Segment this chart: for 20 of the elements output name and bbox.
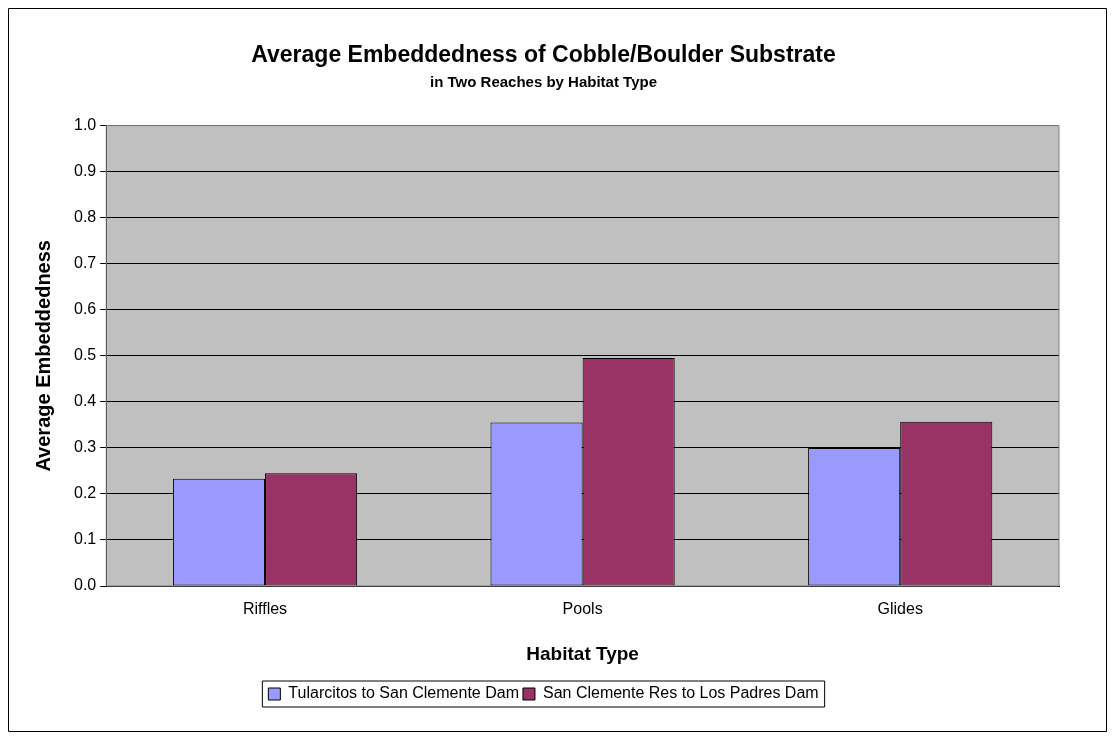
y-tick-label: 1.0	[73, 116, 97, 134]
y-tick-label: 0.2	[73, 484, 97, 502]
y-tick-label: 0.6	[73, 300, 97, 318]
x-axis-title: Habitat Type	[526, 642, 639, 664]
chart-subtitle: in Two Reaches by Habitat Type	[430, 72, 657, 90]
y-tick-label: 0.1	[73, 530, 97, 548]
legend-label: San Clemente Res to Los Padres Dam	[542, 684, 819, 702]
x-tick-label: Pools	[562, 600, 603, 618]
y-tick-label: 0.3	[73, 438, 97, 456]
chart-title: Average Embeddedness of Cobble/Boulder Substrate	[251, 41, 836, 68]
y-tick-label: 0.0	[73, 576, 97, 594]
y-tick-label: 0.9	[73, 162, 97, 180]
y-tick-label: 0.4	[73, 392, 97, 410]
y-tick-label: 0.5	[73, 346, 97, 364]
legend-label: Tularcitos to San Clemente Dam	[288, 684, 519, 702]
x-tick-label: Riffles	[242, 600, 288, 618]
y-tick-label: 0.7	[73, 254, 97, 272]
x-tick-label: Glides	[877, 600, 923, 618]
y-tick-label: 0.8	[73, 208, 97, 226]
y-axis-title: Average Embeddedness	[31, 240, 54, 472]
